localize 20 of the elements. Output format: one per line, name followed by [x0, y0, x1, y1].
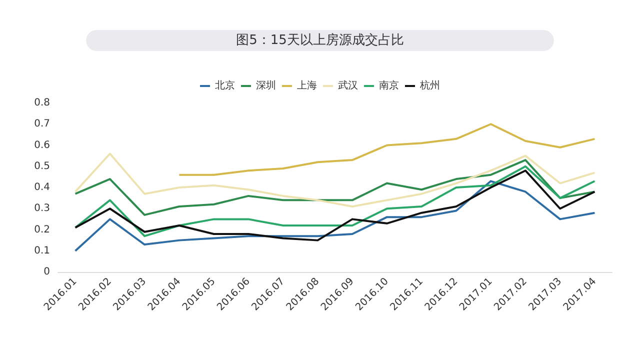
chart-title: 图5：15天以上房源成交占比: [236, 32, 404, 48]
line-series: [74, 152, 596, 208]
y-tick-label: 0.8: [34, 98, 50, 108]
legend-label: 深圳: [256, 80, 276, 92]
line-series: [178, 123, 596, 176]
legend-label: 南京: [379, 80, 399, 92]
y-tick-label: 0: [44, 266, 50, 278]
y-tick-label: 0.1: [34, 245, 50, 256]
legend-label: 北京: [215, 80, 235, 92]
line-series: [74, 180, 596, 252]
y-tick-label: 0.5: [34, 160, 50, 172]
legend-label: 上海: [297, 80, 317, 92]
y-tick-label: 0.2: [34, 224, 50, 236]
line-series: [74, 159, 596, 216]
y-tick-label: 0.6: [34, 140, 50, 151]
y-tick-label: 0.7: [34, 118, 50, 130]
legend-label: 武汉: [338, 80, 358, 92]
y-tick-label: 0.3: [34, 203, 50, 214]
y-tick-label: 0.4: [34, 182, 50, 193]
legend-label: 杭州: [419, 80, 440, 92]
